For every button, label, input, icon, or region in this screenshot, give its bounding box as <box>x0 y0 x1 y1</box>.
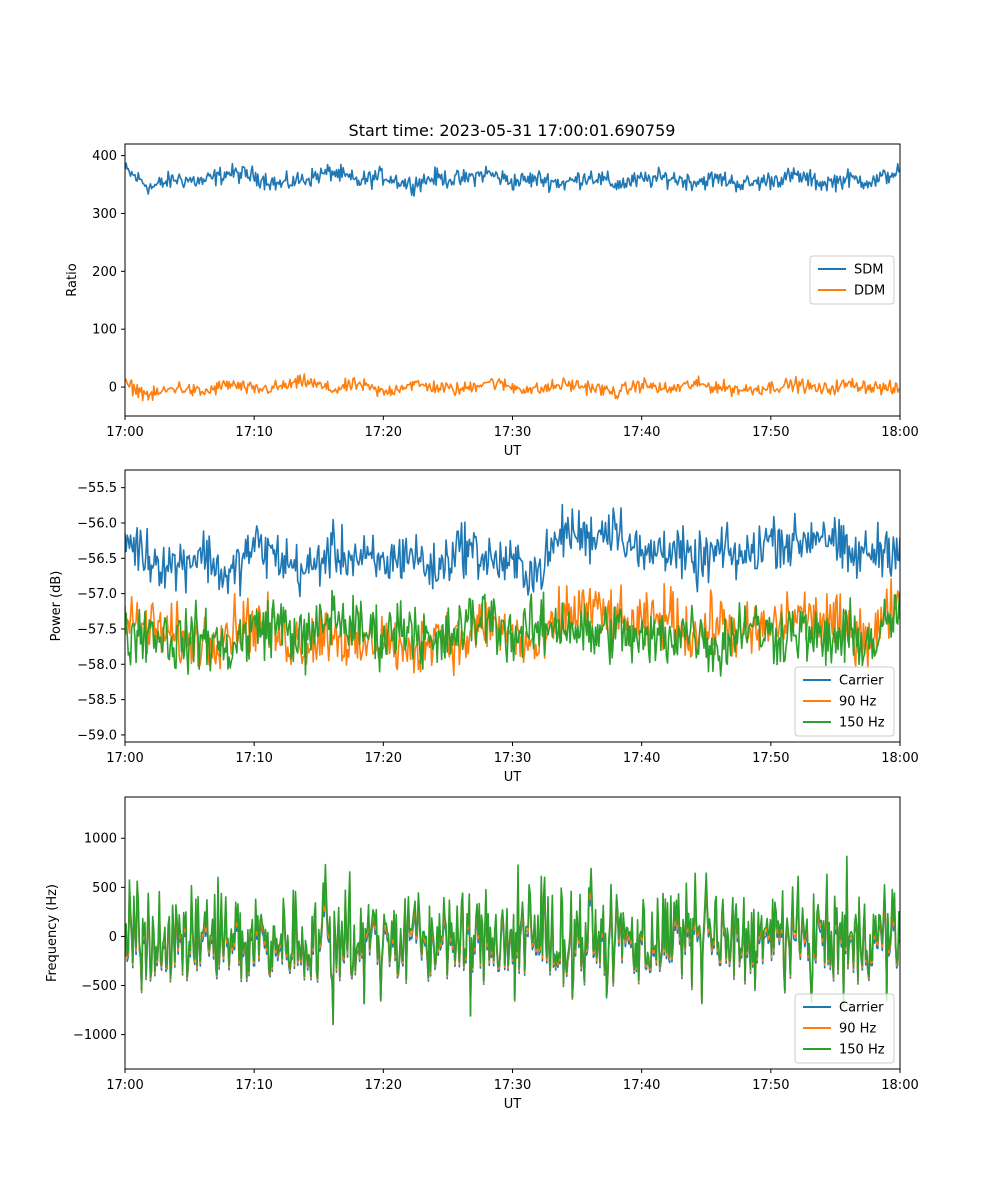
legend-label: Carrier <box>839 1001 884 1016</box>
y-tick-label: 500 <box>92 881 117 896</box>
legend-label: 90 Hz <box>839 695 876 710</box>
y-tick-label: 0 <box>109 381 117 396</box>
x-axis-label: UT <box>504 770 522 785</box>
y-tick-label: 100 <box>92 323 117 338</box>
x-tick-label: 17:40 <box>623 751 660 766</box>
series-line-ddm <box>125 373 900 402</box>
x-axis-label: UT <box>504 444 522 459</box>
x-tick-label: 17:40 <box>623 1078 660 1093</box>
y-tick-label: −1000 <box>73 1028 117 1043</box>
series-group <box>125 162 900 402</box>
x-tick-label: 18:00 <box>881 751 918 766</box>
x-tick-label: 17:10 <box>235 425 272 440</box>
x-tick-label: 17:20 <box>365 751 402 766</box>
x-tick-label: 17:30 <box>494 751 531 766</box>
x-tick-label: 17:50 <box>752 751 789 766</box>
x-tick-label: 17:00 <box>106 425 143 440</box>
legend-label: 150 Hz <box>839 716 885 731</box>
series-line-sdm <box>125 162 900 197</box>
subplot-3: 17:00 17:10 17:20 17:30 17:40 17:50 18:00 −1000… <box>45 796 919 1112</box>
y-tick-label: 400 <box>92 149 117 164</box>
legend-box <box>794 993 895 1064</box>
x-tick-label: 17:40 <box>623 425 660 440</box>
x-tick-label: 17:00 <box>106 1078 143 1093</box>
legend-label: 150 Hz <box>839 1043 885 1058</box>
series-line-carrier <box>125 503 900 598</box>
y-tick-label: −58.5 <box>77 693 117 708</box>
y-tick-label: −57.0 <box>77 587 117 602</box>
x-tick-label: 17:30 <box>494 425 531 440</box>
y-tick-label: −55.5 <box>77 481 117 496</box>
y-tick-label: −56.0 <box>77 516 117 531</box>
y-axis-label: Frequency (Hz) <box>45 884 60 982</box>
y-tick-label: 0 <box>109 930 117 945</box>
x-tick-label: 18:00 <box>881 1078 918 1093</box>
legend: Carrier 90 Hz 150 Hz <box>794 666 895 737</box>
y-axis-label: Ratio <box>65 263 80 296</box>
y-tick-label: −59.0 <box>77 728 117 743</box>
y-tick-label: −500 <box>81 979 117 994</box>
series-line-150-hz <box>125 855 900 1026</box>
legend-label: 90 Hz <box>839 1022 876 1037</box>
legend-box <box>794 666 895 737</box>
x-tick-label: 17:10 <box>235 1078 272 1093</box>
y-tick-label: 200 <box>92 265 117 280</box>
y-tick-label: −58.0 <box>77 658 117 673</box>
x-tick-label: 17:50 <box>752 425 789 440</box>
legend: Carrier 90 Hz 150 Hz <box>794 993 895 1064</box>
legend-label: DDM <box>854 284 885 299</box>
series-group <box>125 855 900 1026</box>
legend-label: Carrier <box>839 674 884 689</box>
x-tick-label: 17:50 <box>752 1078 789 1093</box>
legend: SDM DDM <box>809 255 895 305</box>
x-tick-label: 17:10 <box>235 751 272 766</box>
x-tick-label: 17:30 <box>494 1078 531 1093</box>
y-tick-label: −56.5 <box>77 552 117 567</box>
chart-title: Start time: 2023-05-31 17:00:01.690759 <box>349 121 676 140</box>
y-tick-label: 300 <box>92 207 117 222</box>
plot-frame <box>124 469 901 743</box>
x-tick-label: 18:00 <box>881 425 918 440</box>
y-tick-label: 1000 <box>84 832 117 847</box>
y-tick-label: −57.5 <box>77 622 117 637</box>
subplot-1: 17:00 17:10 17:20 17:30 17:40 17:50 18:00 0 100 2… <box>65 143 919 459</box>
x-axis-label: UT <box>504 1097 522 1112</box>
x-tick-label: 17:20 <box>365 1078 402 1093</box>
legend-label: SDM <box>854 263 883 278</box>
x-tick-label: 17:20 <box>365 425 402 440</box>
x-tick-label: 17:00 <box>106 751 143 766</box>
series-group <box>125 503 900 677</box>
subplot-2: 17:00 17:10 17:20 17:30 17:40 17:50 18:00 −59.0… <box>49 469 919 785</box>
y-axis-label: Power (dB) <box>49 571 64 642</box>
series-line-150-hz <box>125 589 900 677</box>
